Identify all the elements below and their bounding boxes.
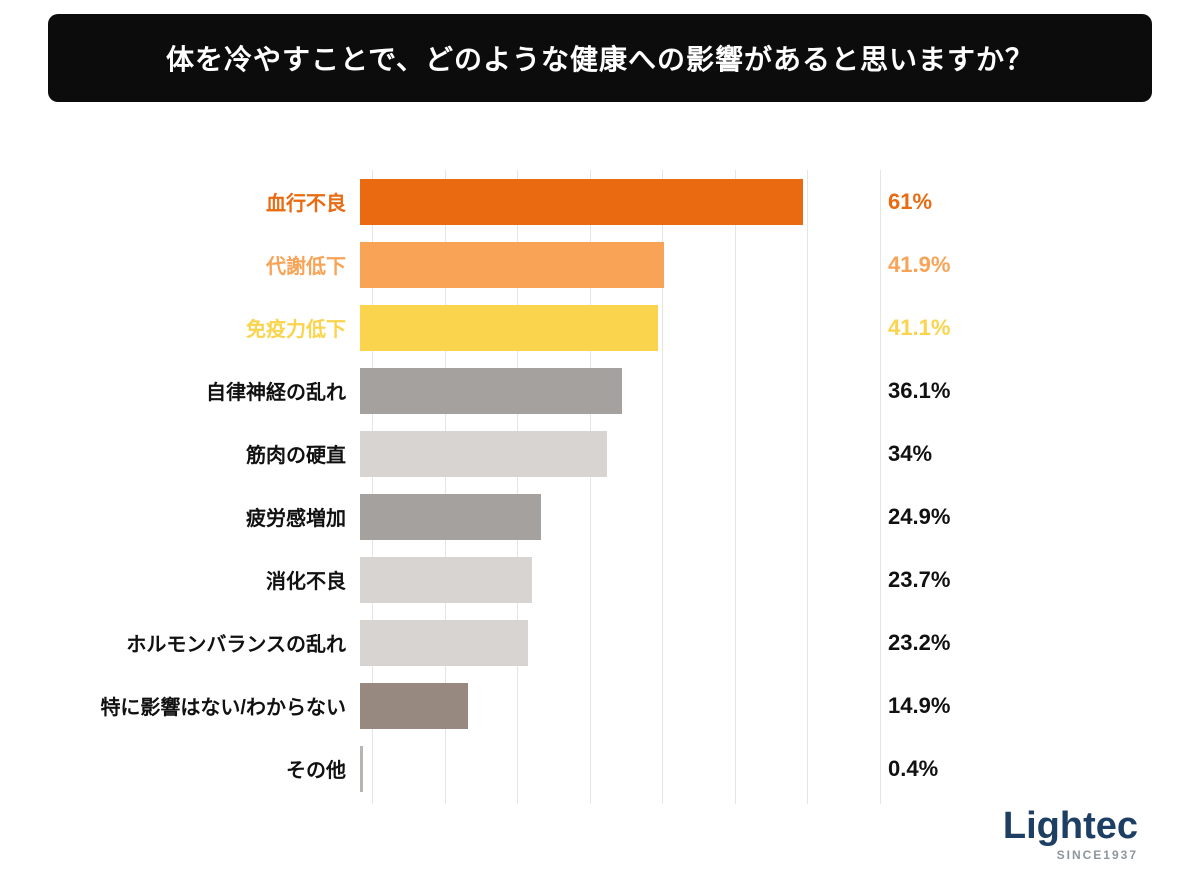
chart-row: 特に影響はない/わからない 14.9% bbox=[0, 674, 1200, 737]
value-label: 36.1% bbox=[888, 377, 951, 403]
chart-row: 免疫力低下 41.1% bbox=[0, 296, 1200, 359]
chart-row: 血行不良 61% bbox=[0, 170, 1200, 233]
value-label: 34% bbox=[888, 440, 933, 466]
chart-row: ホルモンバランスの乱れ 23.2% bbox=[0, 611, 1200, 674]
bar bbox=[360, 619, 529, 666]
chart-row: 自律神経の乱れ 36.1% bbox=[0, 359, 1200, 422]
bar bbox=[360, 682, 469, 729]
bar-track bbox=[360, 430, 868, 477]
value-label: 0.4% bbox=[888, 755, 939, 781]
bar-track bbox=[360, 367, 868, 414]
bar bbox=[360, 178, 803, 225]
bar-chart: 血行不良 61% 代謝低下 41.9% 免疫力低下 41.1% 自律神経の乱れ 36.1% 筋肉… bbox=[0, 170, 1200, 810]
bar-track bbox=[360, 556, 868, 603]
category-label: ホルモンバランスの乱れ bbox=[126, 634, 346, 656]
category-label: 疲労感増加 bbox=[246, 508, 346, 530]
bar-track bbox=[360, 178, 868, 225]
bar-track bbox=[360, 682, 868, 729]
value-label: 61% bbox=[888, 188, 933, 214]
category-label: 免疫力低下 bbox=[246, 319, 346, 341]
bar bbox=[360, 367, 622, 414]
company-logo: Lightec SINCE1937 bbox=[1003, 807, 1138, 862]
chart-row: その他 0.4% bbox=[0, 737, 1200, 800]
bar bbox=[360, 241, 665, 288]
bar bbox=[360, 430, 607, 477]
bar-track bbox=[360, 304, 868, 351]
category-label: 自律神経の乱れ bbox=[206, 382, 346, 404]
category-label: その他 bbox=[286, 760, 346, 782]
bar-track bbox=[360, 619, 868, 666]
bar-track bbox=[360, 745, 868, 792]
value-label: 23.2% bbox=[888, 629, 951, 655]
bar bbox=[360, 304, 659, 351]
bar bbox=[360, 745, 363, 792]
chart-rows: 血行不良 61% 代謝低下 41.9% 免疫力低下 41.1% 自律神経の乱れ 36.1% 筋肉… bbox=[0, 170, 1200, 800]
value-label: 23.7% bbox=[888, 566, 951, 592]
title-banner: 体を冷やすことで、どのような健康への影響があると思いますか？ bbox=[48, 14, 1152, 102]
category-label: 血行不良 bbox=[266, 193, 346, 215]
category-label: 代謝低下 bbox=[266, 256, 346, 278]
page-title: 体を冷やすことで、どのような健康への影響があると思いますか？ bbox=[165, 44, 1035, 75]
value-label: 14.9% bbox=[888, 692, 951, 718]
bar bbox=[360, 556, 532, 603]
logo-tagline: SINCE1937 bbox=[1056, 848, 1138, 862]
chart-row: 疲労感増加 24.9% bbox=[0, 485, 1200, 548]
value-label: 41.9% bbox=[888, 251, 951, 277]
value-label: 24.9% bbox=[888, 503, 951, 529]
chart-row: 筋肉の硬直 34% bbox=[0, 422, 1200, 485]
category-label: 筋肉の硬直 bbox=[246, 445, 346, 467]
chart-row: 消化不良 23.7% bbox=[0, 548, 1200, 611]
bar bbox=[360, 493, 541, 540]
bar-track bbox=[360, 241, 868, 288]
value-label: 41.1% bbox=[888, 314, 951, 340]
category-label: 消化不良 bbox=[266, 571, 346, 593]
chart-row: 代謝低下 41.9% bbox=[0, 233, 1200, 296]
category-label: 特に影響はない/わからない bbox=[100, 697, 346, 719]
logo-wordmark: Lightec bbox=[1002, 805, 1138, 847]
bar-track bbox=[360, 493, 868, 540]
